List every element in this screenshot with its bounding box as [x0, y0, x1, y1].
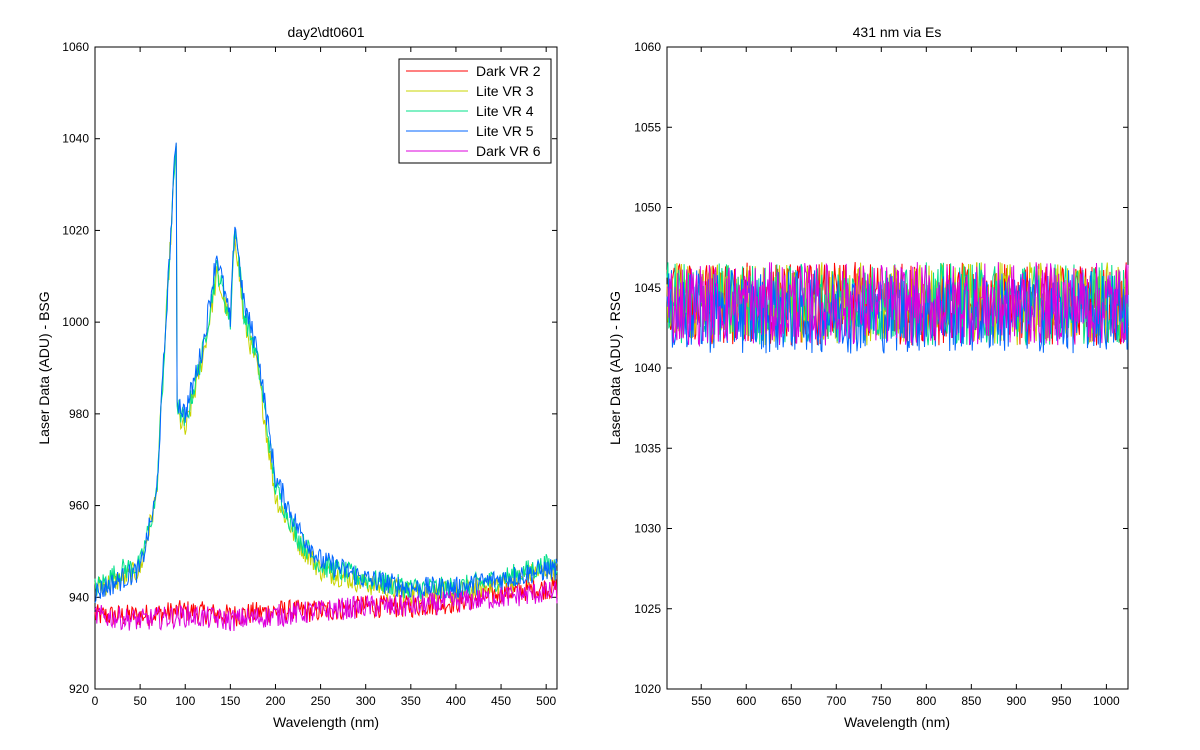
- y-tick-label: 1000: [62, 315, 89, 329]
- right-axis-ticks: 550 600 650 700 750 800 850 900 950 1000 1020 1025 1…: [634, 40, 1128, 708]
- x-tick-label: 1000: [1093, 694, 1120, 708]
- x-tick-label: 350: [401, 694, 421, 708]
- right-series-group: [666, 262, 1129, 354]
- x-tick-label: 700: [826, 694, 846, 708]
- x-tick-label: 500: [536, 694, 556, 708]
- series-line-dark-vr-6: [94, 581, 558, 632]
- left-y-axis-label: Laser Data (ADU) - BSG: [36, 291, 52, 444]
- legend-label: Dark VR 6: [476, 143, 541, 159]
- y-tick-label: 1040: [634, 361, 661, 375]
- x-tick-label: 800: [916, 694, 936, 708]
- x-tick-label: 450: [491, 694, 511, 708]
- x-tick-label: 900: [1006, 694, 1026, 708]
- x-tick-label: 250: [311, 694, 331, 708]
- y-tick-label: 1025: [634, 602, 661, 616]
- y-tick-label: 1045: [634, 281, 661, 295]
- x-tick-label: 600: [736, 694, 756, 708]
- x-tick-label: 200: [265, 694, 285, 708]
- left-axis-ticks: 0 50 100 150 200 250 300 350 400 450 500 920 940 960 9…: [62, 40, 557, 708]
- y-tick-label: 1035: [634, 441, 661, 455]
- x-tick-label: 100: [175, 694, 195, 708]
- y-tick-label: 940: [69, 590, 89, 604]
- y-tick-label: 1020: [634, 682, 661, 696]
- x-tick-label: 0: [92, 694, 99, 708]
- legend-label: Lite VR 4: [476, 103, 534, 119]
- y-tick-label: 920: [69, 682, 89, 696]
- x-tick-label: 550: [691, 694, 711, 708]
- right-y-axis-label: Laser Data (ADU) - RSG: [607, 291, 623, 445]
- series-line-chart1-4: [666, 262, 1129, 348]
- y-tick-label: 1020: [62, 223, 89, 237]
- series-line-lite-vr-5: [94, 142, 558, 604]
- y-tick-label: 1060: [62, 40, 89, 54]
- right-chart: 431 nm via Es Wavelength (nm) Laser Data…: [607, 24, 1129, 730]
- left-legend: Dark VR 2 Lite VR 3 Lite VR 4 Lite VR 5 Dark…: [398, 58, 552, 164]
- left-series-group: [94, 142, 558, 632]
- left-x-axis-label: Wavelength (nm): [273, 714, 379, 730]
- x-tick-label: 400: [446, 694, 466, 708]
- y-tick-label: 980: [69, 407, 89, 421]
- x-tick-label: 950: [1051, 694, 1071, 708]
- y-tick-label: 960: [69, 499, 89, 513]
- legend-label: Dark VR 2: [476, 63, 541, 79]
- right-plot-area: [666, 46, 1129, 690]
- right-x-axis-label: Wavelength (nm): [844, 714, 950, 730]
- x-tick-label: 150: [220, 694, 240, 708]
- x-tick-label: 850: [961, 694, 981, 708]
- legend-label: Lite VR 3: [476, 83, 534, 99]
- left-chart-title: day2\dt0601: [287, 24, 364, 40]
- y-tick-label: 1050: [634, 201, 661, 215]
- x-tick-label: 300: [356, 694, 376, 708]
- left-chart: day2\dt0601 Wavelength (nm) Laser Data (…: [36, 24, 558, 730]
- y-tick-label: 1060: [634, 40, 661, 54]
- right-chart-title: 431 nm via Es: [853, 24, 942, 40]
- y-tick-label: 1055: [634, 120, 661, 134]
- y-tick-label: 1030: [634, 522, 661, 536]
- x-tick-label: 50: [133, 694, 147, 708]
- legend-label: Lite VR 5: [476, 123, 534, 139]
- x-tick-label: 650: [781, 694, 801, 708]
- x-tick-label: 750: [871, 694, 891, 708]
- y-tick-label: 1040: [62, 132, 89, 146]
